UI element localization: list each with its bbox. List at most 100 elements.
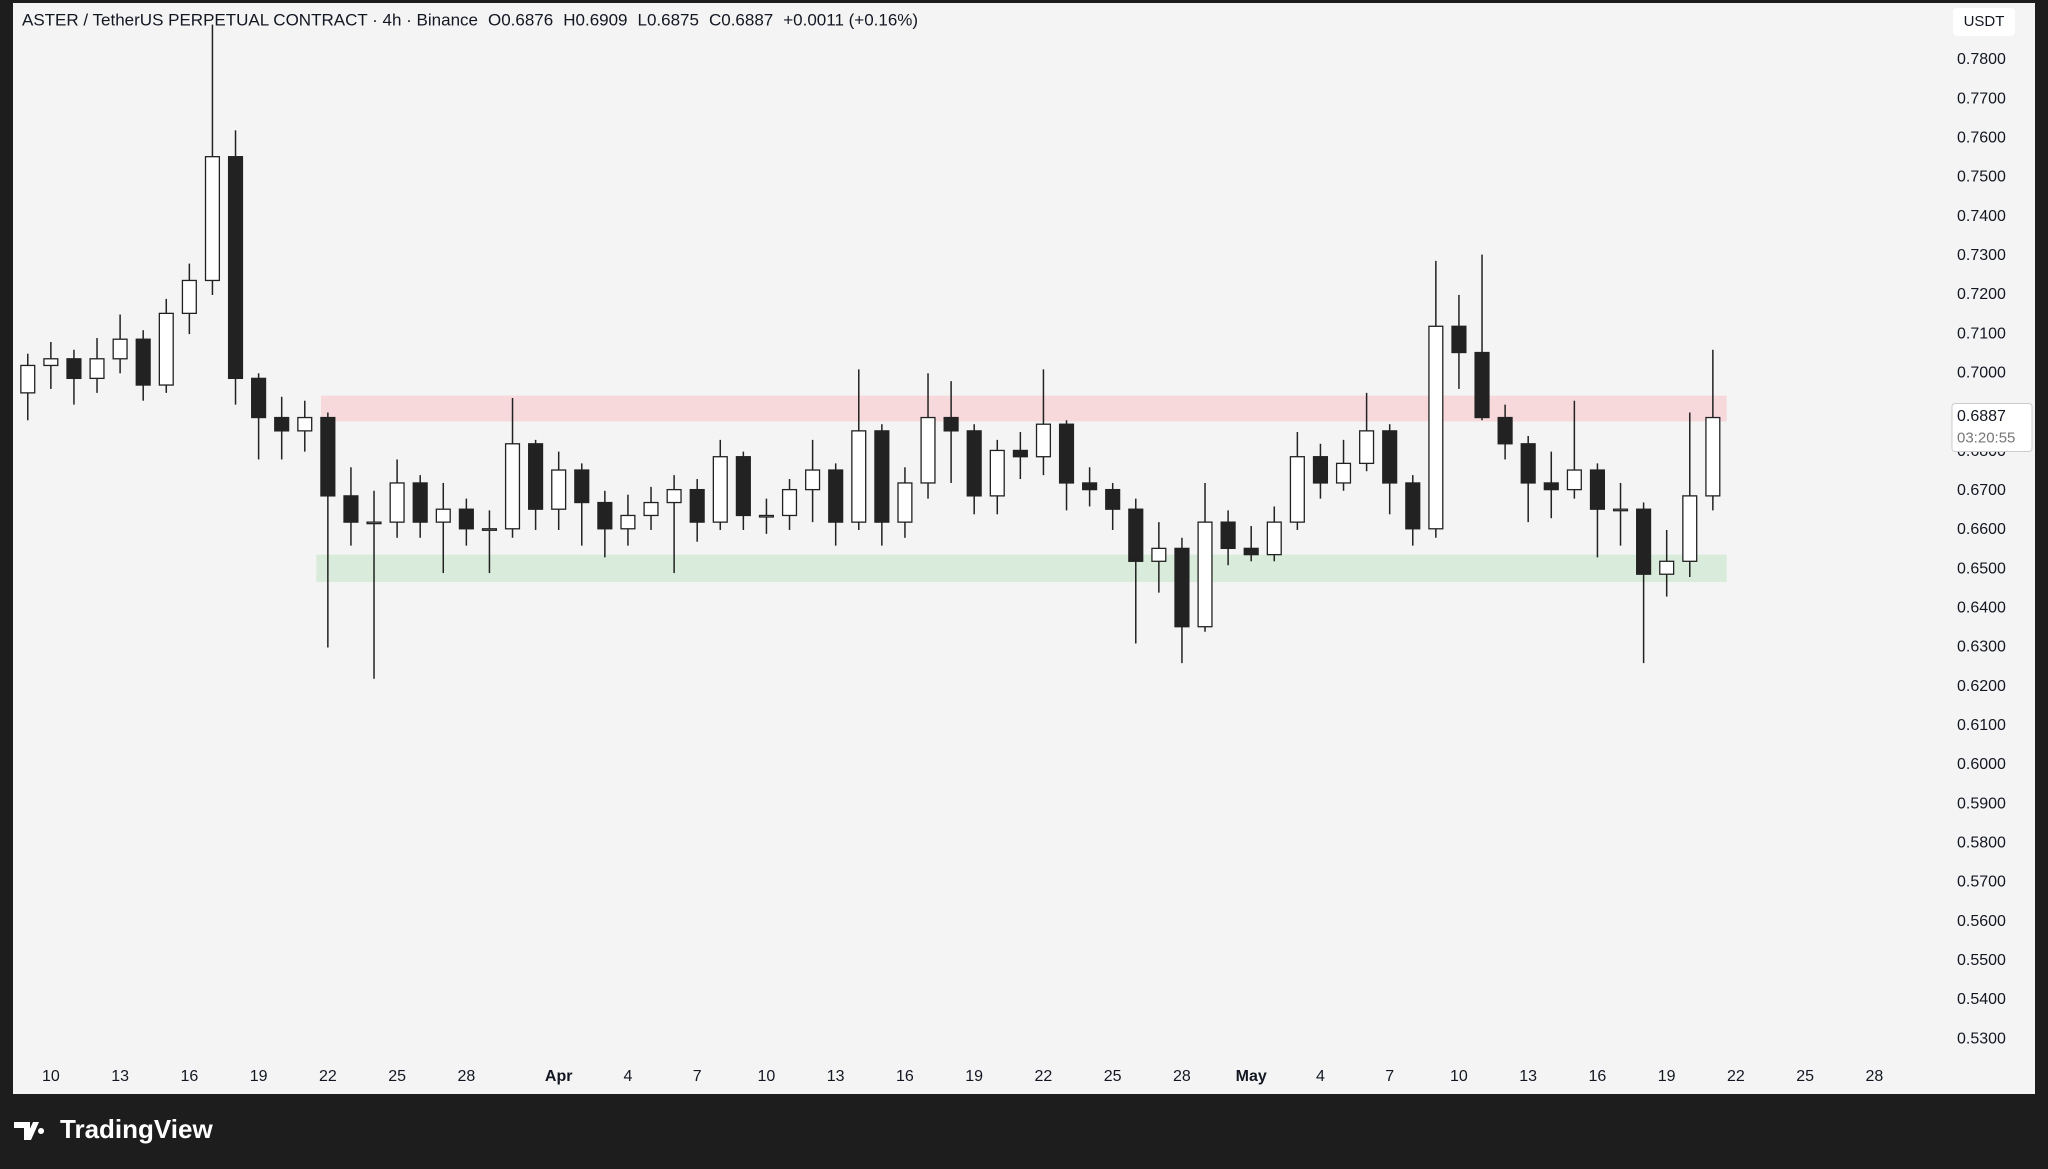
- ohlc-value: C0.6887: [709, 10, 773, 29]
- candle-body: [1312, 456, 1329, 484]
- candle-body: [643, 501, 659, 517]
- y-tick-label: 0.6200: [1957, 678, 2006, 695]
- ohlc-value: H0.6909: [563, 10, 627, 29]
- currency-box: [1953, 8, 2015, 36]
- x-tick-label: 16: [896, 1068, 914, 1085]
- candle-body: [712, 456, 728, 523]
- candle-body: [920, 416, 936, 484]
- x-tick-label: 28: [1173, 1068, 1191, 1085]
- candle-body: [481, 528, 498, 531]
- y-tick-label: 0.5900: [1957, 795, 2006, 812]
- x-tick-label: 10: [42, 1068, 60, 1085]
- candle-body: [1243, 547, 1259, 556]
- x-tick-label: 10: [1450, 1068, 1468, 1085]
- candle-body: [1636, 508, 1652, 575]
- x-tick-label: 25: [1796, 1068, 1814, 1085]
- candle-body: [1520, 443, 1536, 484]
- candle-body: [458, 508, 474, 530]
- candle-body: [620, 514, 636, 530]
- candle-body: [1151, 547, 1167, 562]
- candle-body: [366, 521, 382, 525]
- candle-body: [435, 508, 451, 523]
- candle-body: [297, 416, 313, 432]
- candle-body: [1543, 482, 1559, 491]
- last-price-label: 0.6887: [1957, 408, 2006, 425]
- x-tick-label: 10: [758, 1068, 776, 1085]
- x-tick-label: 25: [1104, 1068, 1122, 1085]
- x-tick-label: 22: [319, 1068, 337, 1085]
- candle-body: [874, 430, 890, 523]
- countdown: 03:20:55: [1957, 430, 2015, 447]
- candle-body: [1682, 495, 1698, 562]
- y-tick-label: 0.7600: [1957, 129, 2006, 146]
- candle-body: [597, 501, 613, 530]
- candle-body: [1566, 469, 1582, 491]
- candle-body: [181, 279, 197, 315]
- candle-body: [251, 377, 267, 419]
- candle-body: [1012, 449, 1028, 458]
- candle-body: [1428, 325, 1444, 530]
- candle-body: [574, 469, 590, 504]
- candle-body: [551, 469, 567, 510]
- x-tick-label: 4: [1316, 1068, 1325, 1085]
- plot: [20, 24, 1727, 679]
- y-tick-label: 0.6500: [1957, 560, 2006, 577]
- candle-body: [828, 469, 844, 523]
- y-tick-label: 0.7500: [1957, 169, 2006, 186]
- candle-body: [1082, 482, 1098, 491]
- candle-body: [1612, 508, 1629, 512]
- x-tick-label: 19: [965, 1068, 983, 1085]
- zone: [320, 395, 1727, 422]
- candle-body: [1705, 416, 1721, 497]
- candle-body: [1105, 488, 1121, 510]
- candle-body: [1035, 423, 1052, 458]
- candle-body: [1589, 469, 1606, 510]
- y-tick-label: 0.5400: [1957, 991, 2006, 1008]
- candle-body: [89, 358, 105, 380]
- candle-body: [112, 338, 128, 360]
- candle-body: [1058, 423, 1075, 484]
- y-tick-label: 0.5800: [1957, 835, 2006, 852]
- candle-body: [1220, 521, 1236, 550]
- x-tick-label: 7: [1385, 1068, 1394, 1085]
- candle-body: [1359, 430, 1375, 465]
- brand-icon: [14, 1122, 45, 1140]
- candle-body: [389, 482, 405, 523]
- y-tick-label: 0.7800: [1957, 51, 2006, 68]
- candle-body: [805, 469, 821, 491]
- x-tick-label: 28: [1866, 1068, 1884, 1085]
- x-tick-label: 16: [1589, 1068, 1607, 1085]
- x-tick-label: 19: [1658, 1068, 1676, 1085]
- x-tick-label: 13: [111, 1068, 129, 1085]
- x-tick-label: 4: [623, 1068, 632, 1085]
- candle-body: [943, 416, 959, 432]
- y-tick-label: 0.7100: [1957, 325, 2006, 342]
- candle-body: [1382, 430, 1398, 484]
- x-tick-label: May: [1236, 1068, 1267, 1085]
- candle-body: [1174, 547, 1190, 628]
- ohlc-value: +0.0011 (+0.16%): [783, 10, 918, 29]
- currency-label: USDT: [1964, 13, 2005, 30]
- ohlc-value: L0.6875: [638, 10, 699, 29]
- candle-body: [1497, 416, 1513, 445]
- y-tick-label: 0.7400: [1957, 208, 2006, 225]
- x-tick-label: 13: [1519, 1068, 1537, 1085]
- candle-body: [989, 449, 1005, 497]
- candle-body: [1289, 456, 1305, 523]
- ohlc-value: O0.6876: [488, 10, 553, 29]
- candle-body: [1335, 462, 1352, 484]
- candle-body: [851, 430, 867, 523]
- x-tick-label: Apr: [545, 1068, 573, 1085]
- candle-body: [666, 488, 682, 504]
- y-tick-label: 0.5300: [1957, 1030, 2006, 1047]
- y-tick-label: 0.6100: [1957, 717, 2006, 734]
- y-tick-label: 0.6600: [1957, 521, 2006, 538]
- candle-body: [158, 312, 174, 386]
- x-tick-label: 13: [827, 1068, 845, 1085]
- x-tick-label: 7: [693, 1068, 702, 1085]
- y-tick-label: 0.6400: [1957, 600, 2006, 617]
- candle-body: [1451, 325, 1467, 354]
- candle-body: [897, 482, 913, 523]
